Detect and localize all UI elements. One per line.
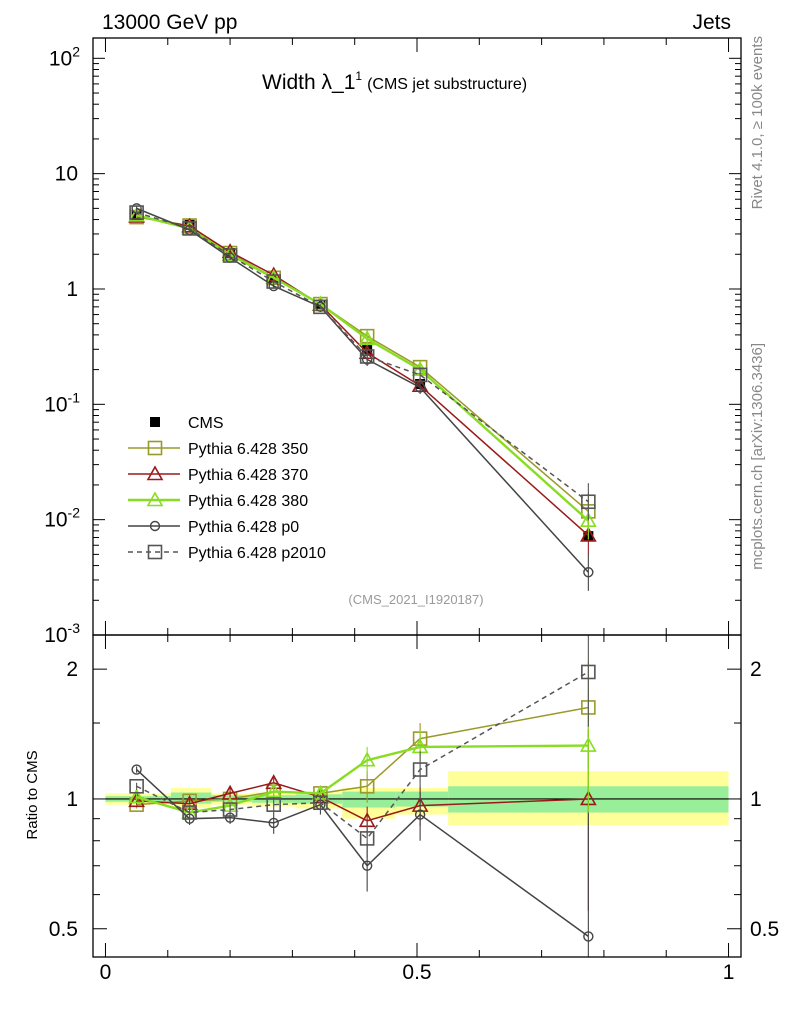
mcplots-label: mcplots.cern.ch [arXiv:1306.3436] xyxy=(749,343,766,570)
ytick-base: 10 xyxy=(44,393,67,416)
ratio-point-p0-0 xyxy=(131,764,142,775)
ratio-point-p2010-3 xyxy=(266,797,281,812)
ratio-xtick-label-1: 0.5 xyxy=(402,961,431,984)
ytick-exponent: 2 xyxy=(72,43,80,59)
legend-label-p0: Pythia 6.428 p0 xyxy=(188,519,299,536)
ratio-ytick-label-1: 1 xyxy=(66,788,78,811)
main-ytick-label-1: 10-2 xyxy=(44,505,80,532)
main-point-p380-5 xyxy=(358,330,376,346)
legend-marker-p2010 xyxy=(147,544,163,560)
ratio-ytick-label-right-1: 1 xyxy=(750,788,762,811)
main-point-p0-6 xyxy=(414,382,426,393)
main-series-p380 xyxy=(128,206,597,540)
ratio-point-p0-6 xyxy=(414,809,426,820)
main-point-p370-7 xyxy=(579,526,597,542)
main-ytick-label-4: 10 xyxy=(55,163,78,186)
process-label: Jets xyxy=(692,11,731,34)
ytick-base: 10 xyxy=(44,509,67,532)
main-point-p2010-3 xyxy=(266,274,281,289)
main-point-p2010-2 xyxy=(222,248,238,263)
ratio-point-p350-5 xyxy=(359,778,375,794)
ratio-point-p2010-4 xyxy=(313,795,328,811)
main-point-p0-7 xyxy=(583,567,594,578)
rivet-label: Rivet 4.1.0, ≥ 100k events xyxy=(749,36,766,209)
main-ytick-label-3: 1 xyxy=(66,278,78,301)
legend-entry-p370: Pythia 6.428 370 xyxy=(128,465,308,484)
ratio-ytick-label-0: 0.5 xyxy=(49,918,78,941)
ratio-point-p2010-6 xyxy=(412,762,428,777)
legend-entry-p0: Pythia 6.428 p0 xyxy=(128,519,299,536)
main-point-p2010-1 xyxy=(182,221,197,236)
ytick-base: 10 xyxy=(49,47,72,70)
legend-marker-p380 xyxy=(146,491,164,507)
main-line-p0 xyxy=(136,207,589,573)
ytick-exponent: -2 xyxy=(68,505,81,521)
main-point-p2010-7 xyxy=(581,494,596,510)
ratio-ytick-label-right-0: 0.5 xyxy=(750,918,779,941)
analysis-id: (CMS_2021_I1920187) xyxy=(348,592,483,607)
legend-entry-cms: CMS xyxy=(150,415,224,432)
legend-label-cms: CMS xyxy=(188,415,224,432)
plot-title: Width λ_11 (CMS jet substructure) xyxy=(262,69,527,94)
legend-entry-p380: Pythia 6.428 380 xyxy=(128,491,308,510)
main-point-p0-4 xyxy=(315,301,326,313)
main-point-p2010-5 xyxy=(359,349,375,364)
ratio-ytick-label-2: 2 xyxy=(66,658,78,681)
energy-label: 13000 GeV pp xyxy=(102,11,237,34)
main-line-p370 xyxy=(136,215,589,536)
ratio-point-p2010-7 xyxy=(581,664,596,680)
legend-marker-p350 xyxy=(147,440,163,456)
plot-title-main: Width λ_1 xyxy=(262,71,355,94)
legend-entry-p350: Pythia 6.428 350 xyxy=(128,440,308,458)
ratio-point-p380-7 xyxy=(579,736,597,752)
main-point-p380-7 xyxy=(579,512,597,527)
ratio-point-p0-7 xyxy=(583,931,594,942)
main-series-cms xyxy=(131,210,594,542)
ratio-point-p2010-5 xyxy=(359,831,375,846)
legend-marker-cms xyxy=(150,417,160,427)
ratio-xtick-label-0: 0 xyxy=(100,961,112,984)
ratio-ylabel: Ratio to CMS xyxy=(24,750,41,839)
ratio-ytick-label-right-2: 2 xyxy=(750,658,762,681)
legend-label-p370: Pythia 6.428 370 xyxy=(188,467,308,484)
legend-marker-p0 xyxy=(149,520,161,532)
ytick-exponent: -1 xyxy=(68,389,81,405)
plot-title-sup: 1 xyxy=(355,69,362,83)
legend-label-p2010: Pythia 6.428 p2010 xyxy=(188,545,326,562)
main-ytick-label-5: 102 xyxy=(49,43,80,70)
main-ytick-label-0: 10-3 xyxy=(44,620,80,647)
ratio-point-p380-0 xyxy=(128,788,145,804)
ratio-series-group xyxy=(128,635,597,957)
ratio-point-p2010-2 xyxy=(222,802,238,817)
legend-entry-p2010: Pythia 6.428 p2010 xyxy=(128,544,326,562)
ratio-point-p380-5 xyxy=(358,751,376,767)
ytick-exponent: -3 xyxy=(68,620,81,636)
ratio-line-p370 xyxy=(136,782,589,822)
ratio-xtick-label-2: 1 xyxy=(723,961,735,984)
band-inner-5 xyxy=(342,791,396,808)
main-point-p2010-6 xyxy=(412,367,428,383)
legend-marker-p370 xyxy=(146,465,164,481)
legend-label-p350: Pythia 6.428 350 xyxy=(188,441,308,458)
main-series-p2010 xyxy=(129,205,596,521)
ratio-point-p2010-1 xyxy=(182,805,197,820)
main-ytick-label-2: 10-1 xyxy=(44,389,80,416)
ratio-point-p0-3 xyxy=(268,817,279,829)
legend: CMS Pythia 6.428 350 Pythia 6.428 370 Pythi… xyxy=(128,415,326,562)
plot-subtitle: (CMS jet substructure) xyxy=(367,76,527,93)
main-point-p2010-4 xyxy=(313,299,328,315)
ratio-series-p2010 xyxy=(129,635,596,858)
ratio-point-p2010-0 xyxy=(129,778,144,794)
ratio-point-p0-5 xyxy=(361,860,373,871)
legend-label-p380: Pythia 6.428 380 xyxy=(188,493,308,510)
ratio-point-p370-0 xyxy=(128,792,145,808)
main-series-group xyxy=(128,203,597,591)
main-point-p2010-0 xyxy=(129,205,144,220)
main-point-p380-0 xyxy=(128,206,145,222)
ytick-base: 10 xyxy=(44,624,67,647)
